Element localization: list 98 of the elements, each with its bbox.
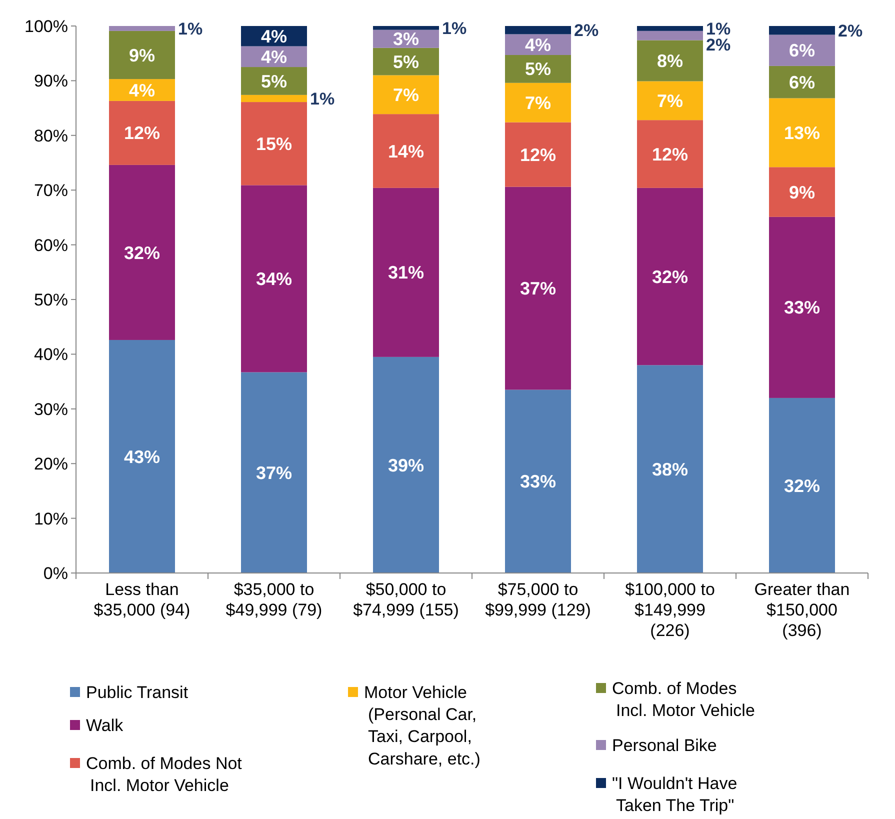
data-label: 32% xyxy=(784,476,820,496)
data-label: 8% xyxy=(656,51,684,72)
bar xyxy=(769,216,835,398)
data-label: 7% xyxy=(524,92,552,113)
data-label: 12% xyxy=(652,144,688,164)
x-tick-label: $75,000 to $99,999 (129) xyxy=(485,580,591,620)
bar xyxy=(637,120,703,188)
bar xyxy=(241,372,307,573)
data-label: 34% xyxy=(256,269,292,290)
legend-label: Comb. of Modes Not Incl. Motor Vehicle xyxy=(86,754,242,796)
bar xyxy=(241,67,307,95)
y-tick-label: 70% xyxy=(34,181,68,200)
bar xyxy=(769,398,835,573)
data-label: 6% xyxy=(788,72,816,92)
data-label: 37% xyxy=(520,278,556,299)
bar xyxy=(505,82,571,122)
data-label: 3% xyxy=(392,29,420,50)
bar xyxy=(109,30,175,80)
data-label: 5% xyxy=(260,71,288,92)
bar xyxy=(505,54,571,83)
data-label: 33% xyxy=(784,298,820,318)
x-tick-label: Greater than $150,000 (396) xyxy=(754,580,850,640)
y-tick-label: 90% xyxy=(34,72,68,91)
bar xyxy=(505,390,571,573)
y-tick-label: 100% xyxy=(24,16,68,36)
data-label: 12% xyxy=(520,144,556,165)
data-label: 13% xyxy=(784,122,820,143)
data-label: 9% xyxy=(788,182,816,202)
bar xyxy=(373,26,439,30)
x-tick-label: $35,000 to $49,999 (79) xyxy=(226,580,322,620)
data-label: 4% xyxy=(260,46,288,67)
data-label: 5% xyxy=(392,52,420,72)
bar xyxy=(109,26,175,31)
data-label: 31% xyxy=(388,262,424,283)
data-label: 4% xyxy=(524,34,552,55)
bar xyxy=(505,186,571,390)
data-label: 7% xyxy=(656,90,684,111)
bar xyxy=(373,114,439,188)
data-label: 39% xyxy=(388,455,424,476)
legend-label: Walk xyxy=(86,716,124,735)
data-label: 38% xyxy=(652,459,688,480)
y-tick-label: 50% xyxy=(34,290,68,310)
data-label: 1% xyxy=(310,89,335,108)
data-label: 2% xyxy=(574,21,599,40)
x-tick-label: Less than $35,000 (94) xyxy=(94,580,190,620)
legend-label: Public Transit xyxy=(86,682,188,702)
data-label: 6% xyxy=(788,40,816,61)
data-label: 1% xyxy=(178,19,203,38)
bar xyxy=(769,98,835,168)
bar xyxy=(637,81,703,120)
y-tick-label: 10% xyxy=(34,509,68,528)
data-label: 7% xyxy=(392,84,420,105)
data-label: 43% xyxy=(124,446,160,467)
x-tick-label: $100,000 to $149,999 (226) xyxy=(625,580,715,640)
bar xyxy=(109,100,175,165)
y-tick-label: 80% xyxy=(34,126,68,146)
data-label: 4% xyxy=(128,80,156,100)
data-label: 1% xyxy=(442,18,467,38)
bar xyxy=(241,185,307,372)
bar xyxy=(373,356,439,573)
bar xyxy=(241,94,307,102)
bar xyxy=(637,30,703,40)
data-label: 4% xyxy=(260,26,288,46)
data-label: 2% xyxy=(838,21,863,40)
bar xyxy=(505,26,571,34)
bar xyxy=(637,26,703,31)
bar xyxy=(373,75,439,114)
legend-label: "I Wouldn't Have Taken The Trip" xyxy=(612,774,738,816)
data-label: 12% xyxy=(124,123,160,144)
data-label: 9% xyxy=(128,45,156,66)
data-label: 14% xyxy=(388,141,424,162)
data-label: 33% xyxy=(520,472,556,492)
bar xyxy=(637,40,703,82)
y-tick-label: 60% xyxy=(34,236,68,255)
bar xyxy=(109,340,175,573)
bar xyxy=(769,167,835,217)
bar xyxy=(109,164,175,340)
legend-label: Motor Vehicle (Personal Car, Taxi, Carpool, Carshare, etc.) xyxy=(364,682,480,768)
data-label: 32% xyxy=(124,242,160,263)
bar xyxy=(769,26,835,35)
data-label: 5% xyxy=(524,59,552,80)
y-tick-label: 20% xyxy=(34,454,68,474)
y-tick-label: 30% xyxy=(34,400,68,419)
bar xyxy=(637,365,703,573)
legend-label: Personal Bike xyxy=(612,736,717,755)
y-tick-label: 0% xyxy=(43,564,68,583)
x-tick-label: $50,000 to $74,999 (155) xyxy=(353,580,459,620)
bar xyxy=(373,188,439,357)
legend-label: Comb. of Modes Incl. Motor Vehicle xyxy=(612,678,755,720)
data-label: 15% xyxy=(256,134,292,154)
data-label: 37% xyxy=(256,462,292,483)
bar xyxy=(769,66,835,98)
data-label: 32% xyxy=(652,266,688,287)
bar xyxy=(505,122,571,187)
y-tick-label: 40% xyxy=(34,345,68,364)
bar xyxy=(241,102,307,186)
bar xyxy=(637,188,703,366)
bar xyxy=(769,34,835,66)
